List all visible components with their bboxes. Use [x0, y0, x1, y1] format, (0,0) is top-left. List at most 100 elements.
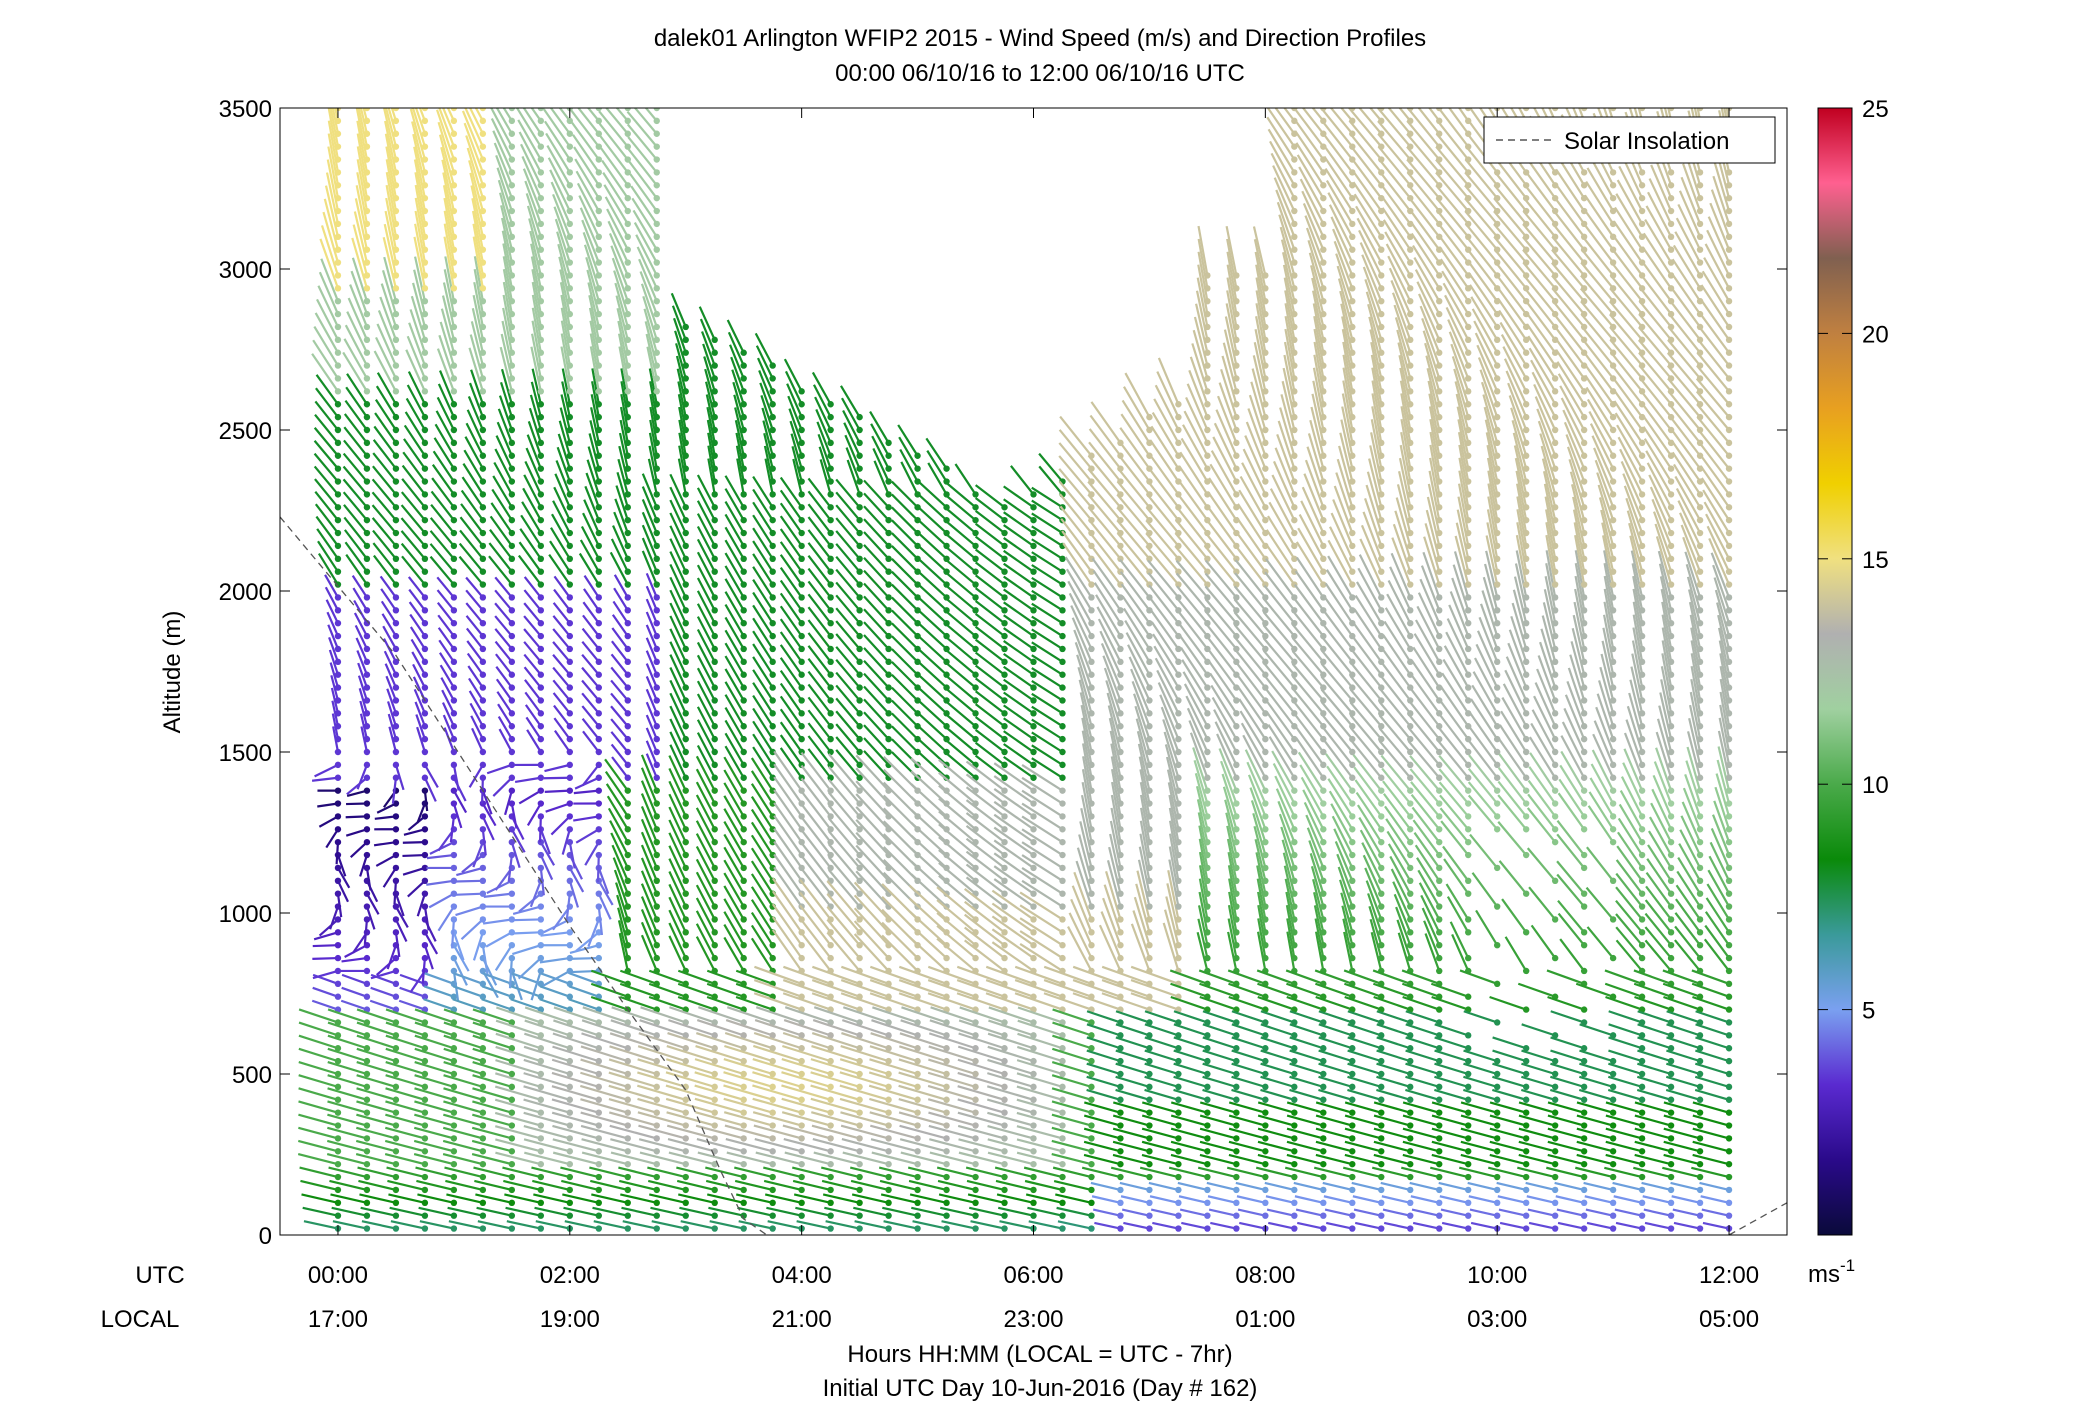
wind-barb-dot — [798, 452, 805, 459]
wind-barb-dot — [682, 555, 689, 562]
wind-barb-dot — [334, 401, 342, 408]
wind-barb-dot — [595, 413, 602, 421]
wind-barb-dot — [769, 735, 776, 743]
wind-barb — [431, 477, 458, 511]
wind-barb — [374, 398, 400, 434]
wind-barb — [298, 1126, 342, 1142]
wind-barb-dot — [508, 117, 516, 125]
wind-barb-dot — [363, 1135, 371, 1142]
wind-barb-dot — [595, 310, 602, 318]
wind-barb — [441, 295, 458, 344]
wind-barb — [390, 1220, 429, 1232]
wind-barb-dot — [943, 1070, 950, 1078]
wind-barb-dot — [334, 491, 342, 498]
wind-barb-dot — [624, 298, 631, 305]
wind-barb-dot — [479, 1148, 487, 1155]
wind-barb-dot — [653, 723, 660, 730]
wind-barb-dot — [653, 1173, 660, 1181]
wind-barb-dot — [595, 233, 602, 240]
wind-barb-dot — [450, 169, 458, 176]
wind-barb-dot — [769, 1199, 776, 1207]
wind-barb-dot — [682, 838, 689, 846]
wind-barb-dot — [334, 735, 342, 743]
wind-barb-dot — [334, 220, 342, 228]
wind-barb-dot — [682, 568, 689, 575]
wind-barb — [401, 464, 429, 498]
wind-barb-dot — [885, 684, 892, 691]
wind-barb-shaft — [372, 542, 397, 573]
wind-barb-dot — [624, 710, 631, 717]
wind-barb-shaft — [314, 312, 339, 354]
wind-barb-shaft — [334, 108, 340, 122]
wind-barb — [414, 1100, 458, 1116]
wind-barb-dot — [334, 980, 342, 988]
wind-barb-shaft — [336, 854, 347, 877]
wind-barb-dot — [566, 877, 574, 884]
wind-barb-dot — [798, 439, 805, 447]
wind-barb-shaft — [403, 828, 426, 836]
wind-barb-dot — [334, 1057, 342, 1065]
wind-barb-dot — [392, 220, 400, 228]
wind-barb-shaft — [423, 790, 429, 812]
wind-barb-dot — [363, 826, 371, 833]
wind-barb-shaft — [385, 1113, 426, 1127]
chart-subtitle: 00:00 06/10/16 to 12:00 06/10/16 UTC — [835, 60, 1245, 87]
wind-barb-dot — [479, 516, 487, 524]
wind-barb-dot — [595, 375, 602, 382]
wind-barb — [342, 452, 371, 485]
wind-barb-dot — [827, 465, 834, 472]
wind-barb-shaft — [376, 802, 397, 814]
wind-barb-dot — [595, 323, 602, 331]
wind-barb-dot — [450, 1186, 458, 1194]
wind-barb-dot — [450, 194, 458, 202]
wind-barb-dot — [595, 581, 602, 588]
wind-barb-dot — [624, 800, 631, 807]
wind-barb-shaft — [412, 663, 426, 689]
wind-barb-dot — [450, 272, 458, 279]
wind-barb-dot — [711, 1186, 718, 1194]
wind-barb-shaft — [413, 236, 426, 289]
wind-barb-dot — [682, 697, 689, 704]
wind-barb-shaft — [414, 1060, 455, 1076]
wind-barb — [326, 159, 342, 215]
wind-barb — [359, 700, 371, 730]
wind-barb-dot — [450, 555, 458, 562]
wind-barb-dot — [943, 1135, 950, 1142]
wind-barb-dot — [624, 645, 631, 653]
wind-barb-dot — [624, 838, 631, 846]
wind-barb-dot — [508, 1096, 516, 1103]
wind-barb-dot — [566, 336, 574, 344]
wind-barb-dot — [421, 864, 429, 872]
wind-barb-dot — [537, 735, 545, 743]
wind-barb-dot — [827, 954, 834, 962]
wind-barb — [330, 1193, 371, 1207]
wind-barb — [392, 916, 408, 942]
wind-barb-dot — [537, 504, 545, 511]
wind-barb-shaft — [326, 611, 339, 637]
wind-barb-dot — [624, 1212, 631, 1219]
wind-barb-dot — [537, 1173, 545, 1181]
wind-barb-dot — [740, 1122, 747, 1129]
wind-barb-dot — [537, 723, 545, 730]
wind-barb-dot — [479, 697, 487, 704]
wind-barb-shaft — [401, 478, 426, 508]
wind-barb-shaft — [382, 237, 397, 289]
wind-barb-dot — [334, 504, 342, 511]
wind-barb-dot — [363, 516, 371, 524]
wind-barb-dot — [334, 1032, 342, 1039]
wind-barb — [436, 348, 458, 395]
wind-barb-dot — [537, 194, 545, 202]
wind-barb-dot — [682, 851, 689, 859]
wind-barb-shaft — [356, 1060, 397, 1076]
wind-barb-dot — [421, 735, 429, 743]
wind-barb-dot — [421, 310, 429, 318]
wind-barb-dot — [392, 478, 400, 485]
wind-barb-dot — [740, 761, 747, 769]
wind-barb — [300, 1179, 342, 1194]
wind-barb-shaft — [394, 918, 408, 942]
wind-barb-dot — [740, 581, 747, 588]
wind-barb-shaft — [405, 349, 426, 392]
wind-barb — [315, 374, 342, 408]
wind-barb-dot — [856, 1070, 863, 1078]
wind-barb-dot — [537, 169, 545, 176]
